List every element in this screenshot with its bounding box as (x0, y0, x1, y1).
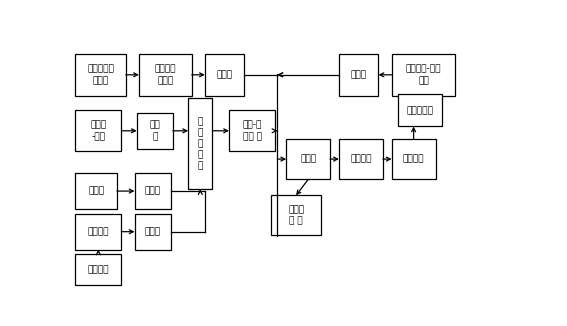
Text: 蠕动泵: 蠕动泵 (145, 186, 160, 196)
Text: 蠕动
泵: 蠕动 泵 (150, 121, 160, 141)
FancyBboxPatch shape (271, 195, 321, 235)
FancyBboxPatch shape (286, 139, 330, 179)
FancyBboxPatch shape (205, 54, 244, 96)
Text: 臭氧溶液
平衡室: 臭氧溶液 平衡室 (155, 65, 176, 85)
FancyBboxPatch shape (229, 111, 275, 151)
FancyBboxPatch shape (188, 98, 213, 189)
Text: 显示、存储: 显示、存储 (407, 106, 434, 115)
FancyBboxPatch shape (75, 111, 121, 151)
Text: 废液收
集 器: 废液收 集 器 (288, 205, 304, 225)
Text: 样品溶液: 样品溶液 (87, 227, 109, 236)
Text: 络合剂: 络合剂 (88, 186, 104, 196)
FancyBboxPatch shape (75, 54, 126, 96)
FancyBboxPatch shape (392, 139, 435, 179)
Text: 空白溶液: 空白溶液 (87, 265, 109, 274)
FancyBboxPatch shape (75, 214, 121, 249)
FancyBboxPatch shape (75, 255, 121, 285)
FancyBboxPatch shape (339, 139, 383, 179)
Text: 富集-洗
脱柱 柱: 富集-洗 脱柱 柱 (243, 121, 262, 141)
FancyBboxPatch shape (392, 54, 455, 96)
Text: 蠕动泵: 蠕动泵 (350, 70, 367, 79)
Text: 蠕动泵: 蠕动泵 (217, 70, 232, 79)
Text: 检测室: 检测室 (300, 155, 316, 164)
Text: 电解式臭氧
发生器: 电解式臭氧 发生器 (87, 65, 114, 85)
Text: 数据处理: 数据处理 (403, 155, 424, 164)
FancyBboxPatch shape (75, 173, 117, 209)
FancyBboxPatch shape (398, 95, 442, 126)
Text: 蠕动泵: 蠕动泵 (145, 227, 160, 236)
FancyBboxPatch shape (137, 113, 173, 149)
Text: 洗脱液
-硫酸: 洗脱液 -硫酸 (90, 121, 107, 141)
Text: 光电探测: 光电探测 (350, 155, 371, 164)
Text: 三
通
进
样
阀: 三 通 进 样 阀 (197, 117, 203, 170)
FancyBboxPatch shape (339, 54, 378, 96)
FancyBboxPatch shape (134, 173, 171, 209)
FancyBboxPatch shape (134, 214, 171, 249)
FancyBboxPatch shape (139, 54, 192, 96)
Text: 发光试剂-联吡
啶钌: 发光试剂-联吡 啶钌 (406, 65, 441, 85)
